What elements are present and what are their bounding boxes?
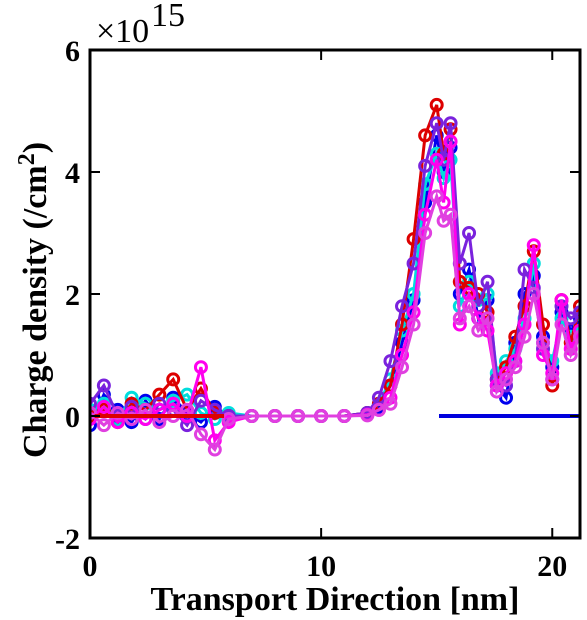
series-layer [90,97,580,457]
exponent-power: 15 [151,0,185,34]
series-point [526,287,541,301]
y-tick-label: 6 [65,35,80,68]
series-point [436,171,451,186]
series-point [573,299,580,314]
series-point [452,274,467,289]
x-tick-label: 0 [83,550,98,583]
series-point [573,323,580,338]
series-point [443,207,458,222]
series-point [110,405,125,420]
series-point [526,238,541,253]
exponent-prefix: ×10 [96,13,149,50]
y-axis-title-close: ) [17,142,54,153]
series-point [462,299,477,314]
series-point [462,226,477,240]
series-point [573,329,580,344]
y-tick-label: 2 [65,279,80,312]
series-point [267,409,282,423]
series-point [96,378,111,393]
series-point [193,427,208,442]
series-point [471,323,486,338]
y-tick-label: -2 [55,523,80,556]
series-point [418,158,433,173]
series-point [180,418,195,433]
series-point [244,409,259,423]
series-point [383,396,398,411]
series-point [395,299,410,314]
series-point [536,317,551,332]
series-point [443,134,458,149]
series-point [563,348,578,362]
y-tick-label: 4 [65,157,80,190]
series-point [406,287,421,301]
series-point [395,360,410,375]
series-point [489,384,504,399]
x-tick-label: 20 [537,550,567,583]
x-tick-label: 10 [306,550,336,583]
series-point [418,226,433,240]
series-point [418,128,433,143]
series-point [554,293,569,308]
series-5 [90,189,580,457]
series-point [314,409,329,423]
series-point [337,409,352,423]
series-point [545,372,560,387]
y-axis-title: Charge density (/cm2) [14,142,54,458]
series-point [90,396,97,411]
series-point [96,399,111,414]
series-point [429,116,444,131]
series-point [193,360,208,375]
x-axis-title: Transport Direction [nm] [151,581,520,618]
series-point [406,232,421,247]
series-point [166,372,181,387]
series-point [536,335,551,350]
series-point [480,274,495,289]
y-axis-title-sup: 2 [14,153,40,165]
series-point [573,311,580,326]
y-axis-title-main: Charge density (/cm [17,165,54,458]
series-point [573,305,580,320]
series-point [291,409,306,423]
series-point [499,372,514,387]
series-point [429,189,444,204]
series-point [207,442,222,457]
series-point [452,311,467,326]
series-point [96,418,111,433]
series-point [443,116,458,131]
series-point [554,317,569,332]
series-point [480,311,495,326]
series-point [221,412,236,427]
y-tick-label: 0 [65,401,80,434]
series-point [517,329,532,344]
series-point [429,97,444,112]
series-point [90,405,97,420]
series-point [90,418,97,433]
series-point [406,317,421,332]
series-point [508,360,523,375]
plot-frame [88,48,582,540]
series-point [371,402,386,417]
series-point [138,412,153,427]
series-point [360,408,375,423]
series-point [383,354,398,369]
series-line [90,104,580,425]
series-point [124,412,139,427]
series-point [429,152,444,167]
series-point [152,387,167,402]
